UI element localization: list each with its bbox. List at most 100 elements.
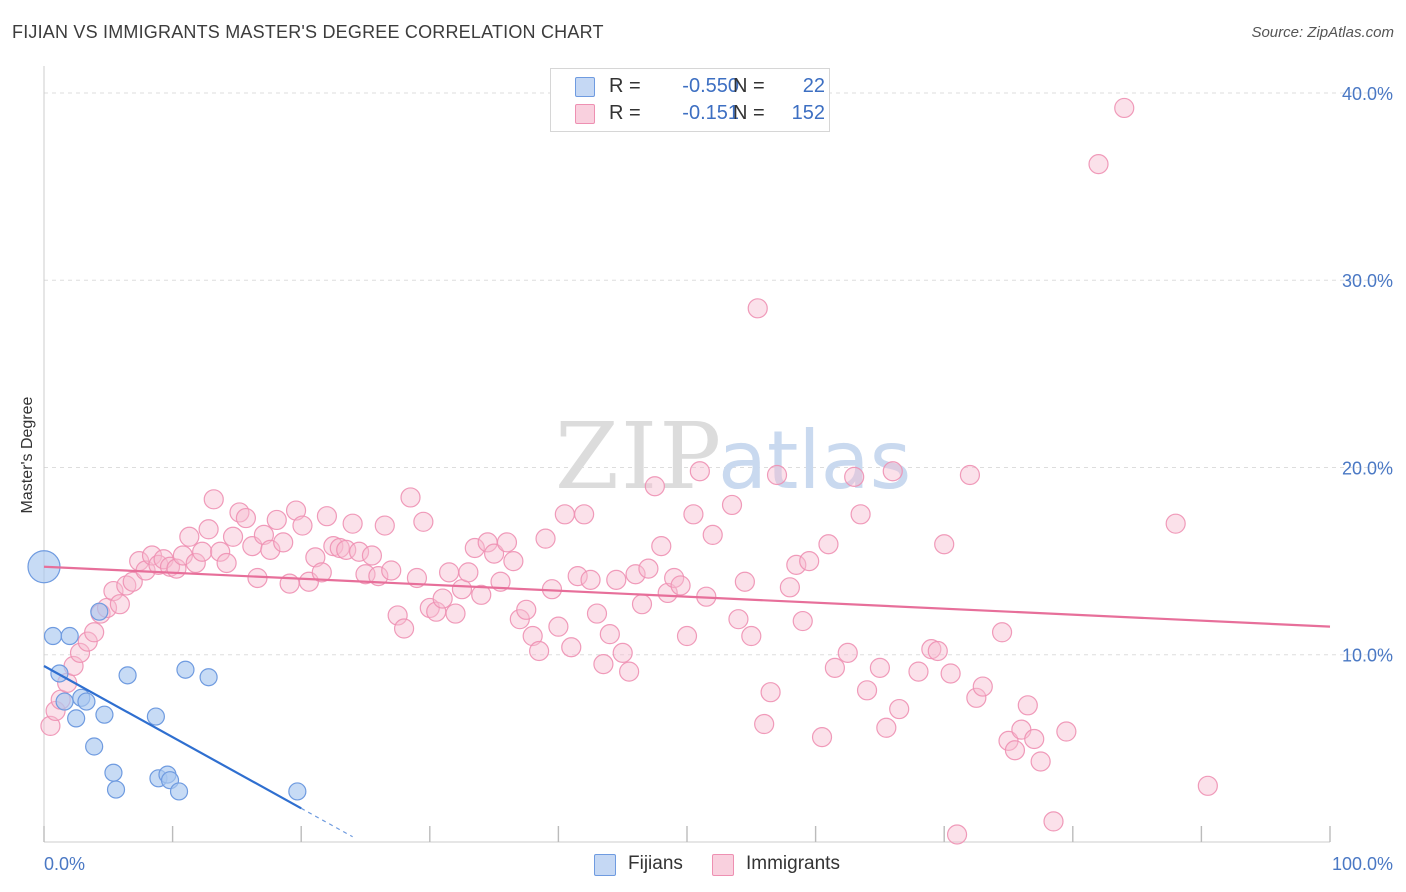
immigrants-point [471,584,492,605]
immigrants-point [285,500,307,521]
immigrants-point [574,504,595,525]
immigrants-point [721,494,743,516]
immigrants-point [381,560,402,581]
immigrants-point [84,622,105,643]
immigrants-point [222,526,244,547]
immigrants-point [503,551,524,572]
immigrants-point [670,575,691,596]
fijians-point [55,692,74,711]
immigrants-point [606,569,627,590]
immigrants-point [458,562,479,583]
y-tick-label-40: 40.0% [1342,84,1393,104]
legend-n-label: N = [733,102,765,124]
immigrants-point [792,610,813,632]
immigrants-point [1017,695,1038,716]
fijians-point [106,780,126,799]
immigrants-point [734,571,755,592]
immigrants-point [516,599,537,620]
immigrants-point [438,562,460,583]
immigrants-point [754,713,775,735]
immigrants-point [689,461,710,482]
immigrants-point [348,541,370,562]
correlation-legend: R = -0.550 N = 22 R = -0.151 N = 152 [550,68,830,132]
immigrants-point [179,526,200,547]
immigrants-point [406,567,428,589]
immigrants-point [522,625,543,647]
x-tick-labels: 0.0% 100.0% [44,854,1393,874]
immigrants-point [747,298,768,319]
axes [43,66,1331,843]
immigrants-point [484,543,505,564]
legend-r-label: R = [609,102,641,124]
immigrants-point [811,727,833,748]
immigrants-point [355,564,376,585]
immigrants-point [216,552,237,574]
y-tick-labels: 10.0% 20.0% 30.0% 40.0% [1342,84,1393,666]
immigrants-point [972,676,993,697]
immigrants-point [786,554,807,575]
immigrants-point [638,558,659,579]
grid-lines [44,92,1393,656]
trend-lines [43,565,1331,838]
immigrants-point [235,507,257,529]
immigrants-point [946,824,968,845]
immigrants-point [837,642,858,663]
fijians-trend-line [43,665,302,810]
immigrants-point [966,687,987,708]
immigrants-point [529,640,550,662]
immigrants-point [1030,751,1051,772]
immigrants-point [927,640,948,662]
immigrants-point [631,594,653,615]
fijians-point [77,692,96,711]
y-tick-label-10: 10.0% [1342,646,1393,666]
immigrants-point [760,682,781,703]
immigrants-point [818,534,839,555]
immigrants-point [185,552,206,574]
immigrants-point [103,580,124,602]
immigrants-point [266,509,287,531]
immigrants-point [882,461,903,482]
y-tick-label-20: 20.0% [1342,458,1393,478]
y-tick-label-30: 30.0% [1342,271,1393,291]
immigrants-point [959,464,981,486]
immigrants-point [374,515,395,536]
watermark-zip: ZIP [555,403,723,510]
x-tick-label-max: 100.0% [1332,854,1393,874]
immigrants-point [336,539,357,560]
immigrants-point [253,524,275,546]
immigrants-point [69,642,91,663]
immigrants-point [464,537,485,559]
immigrants-point [766,464,788,486]
immigrants-point [122,571,143,592]
fijians-point [118,666,137,685]
immigrants-point [172,545,193,566]
immigrants-point [850,504,871,525]
immigrants-point [586,603,608,624]
immigrants-point [651,536,672,557]
x-tick-label-min: 0.0% [44,854,85,874]
watermark: ZIP atlas [555,403,911,510]
immigrants-point [908,661,929,682]
immigrants-point [432,588,453,609]
legend-label-fijians: Fijians [628,853,683,874]
immigrants-point [1056,721,1077,742]
immigrants-point [856,680,878,701]
fijians-point [288,782,307,801]
immigrants-point [1088,154,1109,175]
legend-r-value-fijians: -0.550 [682,75,739,97]
immigrants-point [940,663,961,684]
legend-n-value-immigrants: 152 [791,102,825,124]
fijians-point [146,707,165,726]
immigrants-point [612,642,633,663]
legend-swatch-immigrants [712,854,734,876]
immigrants-point [1165,513,1186,534]
immigrants-point [413,511,434,532]
fijians-point [67,709,86,728]
legend-swatch-fijians [575,77,595,97]
legend-label-immigrants: Immigrants [746,853,840,874]
fijians-point [176,660,195,679]
immigrants-point [876,717,897,738]
legend-n-label: N = [733,75,765,97]
immigrants-point [203,489,224,510]
